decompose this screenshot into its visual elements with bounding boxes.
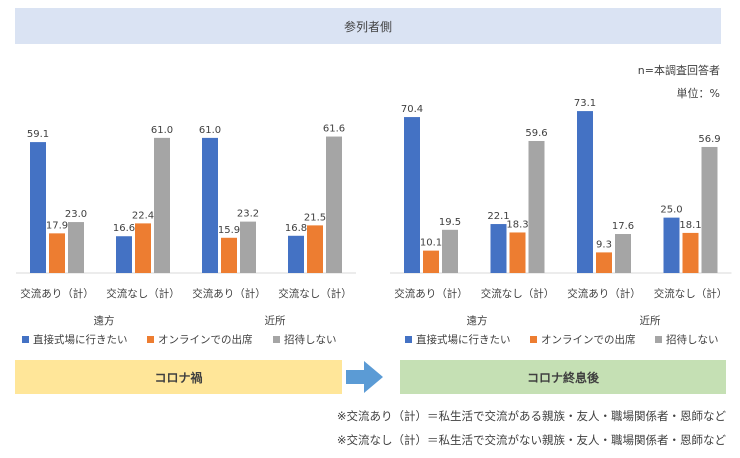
bar-none	[68, 222, 84, 273]
bar-none	[154, 137, 170, 273]
data-label-none: 23.2	[237, 209, 259, 220]
data-label-direct: 22.1	[487, 211, 509, 222]
data-label-online: 10.1	[420, 238, 442, 249]
bar-none	[326, 136, 342, 273]
bar-direct	[404, 117, 420, 274]
data-label-online: 9.3	[596, 239, 612, 250]
group-label: 近所	[640, 314, 661, 327]
data-label-direct: 16.6	[113, 223, 135, 234]
arrow-right-icon	[346, 361, 383, 393]
data-label-none: 23.0	[65, 209, 87, 220]
header-bar: 参列者側	[15, 8, 721, 44]
category-label: 交流なし（計）	[481, 287, 555, 300]
data-label-online: 18.3	[506, 219, 528, 230]
period-label-after: コロナ終息後	[526, 370, 599, 385]
bar-online	[509, 232, 526, 273]
data-label-none: 61.0	[151, 125, 173, 136]
data-label-none: 19.5	[439, 217, 461, 228]
bar-direct	[116, 236, 132, 273]
group-label: 遠方	[467, 314, 488, 327]
period-band-during: コロナ禍	[15, 360, 342, 394]
data-label-online: 17.9	[46, 220, 68, 231]
category-label: 交流あり（計）	[394, 287, 468, 300]
category-label: 交流あり（計）	[567, 287, 641, 300]
data-label-none: 59.6	[525, 128, 547, 139]
footnote-without-contact: ※交流なし（計）＝私生活で交流がない親族・友人・職場関係者・恩師など	[336, 433, 726, 447]
category-label: 交流なし（計）	[106, 287, 180, 300]
bar-none	[240, 221, 256, 273]
group-label: 遠方	[94, 314, 115, 327]
legend-label-none: 招待しない	[284, 333, 337, 346]
period-band-after: コロナ終息後	[400, 360, 726, 394]
bar-direct	[577, 111, 593, 274]
data-label-direct: 16.8	[285, 223, 307, 234]
legend-swatch-none	[273, 336, 280, 343]
bar-online	[596, 252, 612, 273]
unit-note: 単位：%	[676, 87, 720, 100]
legend-label-direct: 直接式場に行きたい	[33, 333, 128, 346]
bar-online	[221, 237, 237, 273]
bar-none	[528, 140, 545, 273]
bar-none	[442, 229, 458, 273]
legend-swatch-direct	[22, 336, 29, 343]
bar-direct	[288, 235, 304, 273]
header-title: 参列者側	[343, 19, 392, 34]
bar-online	[307, 225, 323, 273]
data-label-direct: 25.0	[660, 205, 682, 216]
category-label: 交流あり（計）	[20, 287, 94, 300]
bar-direct	[30, 142, 46, 273]
data-label-online: 15.9	[218, 225, 240, 236]
data-label-online: 21.5	[304, 212, 326, 223]
bar-online	[135, 223, 151, 273]
data-label-online: 18.1	[679, 220, 701, 231]
data-label-none: 56.9	[698, 134, 720, 145]
group-label: 近所	[265, 314, 286, 327]
data-label-online: 22.4	[132, 210, 154, 221]
category-label: 交流なし（計）	[278, 287, 352, 300]
category-label: 交流あり（計）	[192, 287, 266, 300]
bar-online	[682, 232, 699, 273]
legend-swatch-direct	[405, 336, 412, 343]
bar-none	[701, 146, 718, 273]
legend-swatch-online	[530, 336, 537, 343]
data-label-none: 17.6	[612, 221, 634, 232]
category-label: 交流なし（計）	[654, 287, 728, 300]
legend-swatch-none	[655, 336, 662, 343]
data-label-none: 61.6	[323, 124, 345, 135]
bar-online	[423, 250, 439, 273]
bar-direct	[663, 217, 680, 273]
legend-swatch-online	[147, 336, 154, 343]
data-label-direct: 59.1	[27, 129, 49, 140]
legend-label-online: オンラインでの出席	[158, 333, 253, 346]
data-label-direct: 70.4	[401, 104, 423, 115]
period-label-during: コロナ禍	[154, 370, 203, 385]
bar-direct	[490, 224, 507, 273]
data-label-direct: 61.0	[199, 125, 221, 136]
bar-none	[615, 234, 631, 273]
sample-note: n=本調査回答者	[637, 64, 720, 77]
bar-online	[49, 233, 65, 273]
footnote-with-contact: ※交流あり（計）＝私生活で交流がある親族・友人・職場関係者・恩師など	[336, 409, 726, 423]
legend-label-direct: 直接式場に行きたい	[416, 333, 511, 346]
bar-direct	[202, 137, 218, 273]
legend-label-none: 招待しない	[666, 333, 719, 346]
legend-label-online: オンラインでの出席	[541, 333, 636, 346]
data-label-direct: 73.1	[574, 98, 596, 109]
